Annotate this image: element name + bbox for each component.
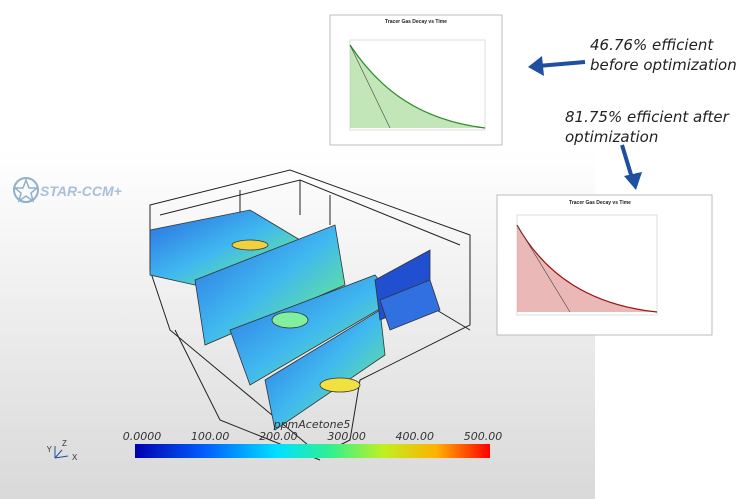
colorbar bbox=[135, 444, 490, 458]
axis-label: Y bbox=[47, 445, 53, 454]
chart-title: Tracer Gas Decay vs Time bbox=[569, 200, 631, 206]
colorbar-label: 100.00 bbox=[191, 430, 230, 443]
annotation-line: optimization bbox=[565, 128, 658, 146]
colorbar-labels: 0.0000 100.00 200.00 300.00 400.00 500.00 bbox=[123, 430, 503, 443]
threshold-line bbox=[349, 44, 391, 129]
axes-triad: Y Z X bbox=[47, 439, 78, 462]
axis-label: X bbox=[72, 453, 78, 462]
colorbar-label: 200.00 bbox=[259, 430, 298, 443]
colorbar-label: 300.00 bbox=[327, 430, 366, 443]
colorbar-label: 400.00 bbox=[396, 430, 435, 443]
colorbar-label: 500.00 bbox=[464, 430, 503, 443]
chart-before: Tracer Gas Decay vs Time bbox=[329, 14, 503, 146]
axis-label: Z bbox=[62, 439, 67, 448]
annotation-line: before optimization bbox=[590, 56, 737, 74]
arrows bbox=[528, 56, 642, 190]
annotation-line: 81.75% efficient after bbox=[565, 108, 730, 126]
decay-curve bbox=[516, 224, 658, 313]
logo: STAR-CCM+ bbox=[12, 177, 122, 203]
colorbar-label: 0.0000 bbox=[123, 430, 162, 443]
annotation-line: 46.76% efficient bbox=[590, 36, 714, 54]
logo-text: STAR-CCM+ bbox=[40, 183, 122, 199]
decay-curve bbox=[349, 44, 486, 129]
decay-area bbox=[517, 225, 657, 312]
threshold-line bbox=[516, 224, 571, 313]
chart-title: Tracer Gas Decay vs Time bbox=[385, 19, 447, 25]
colorbar-title: ppmAcetone5 bbox=[273, 418, 351, 431]
decay-area bbox=[350, 45, 485, 128]
chart-after: Tracer Gas Decay vs Time bbox=[496, 194, 713, 336]
cfd-panels bbox=[149, 209, 441, 431]
